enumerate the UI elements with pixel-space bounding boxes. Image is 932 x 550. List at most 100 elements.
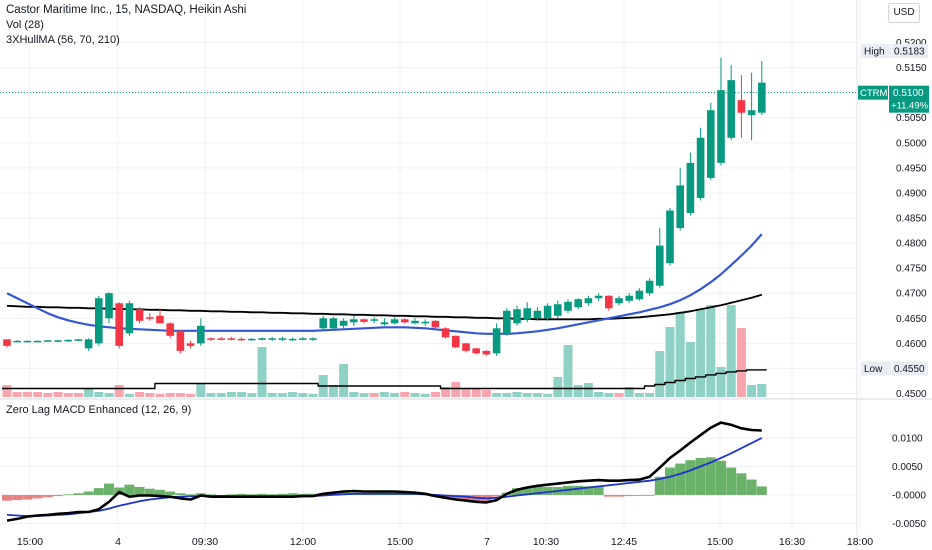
x-tick-label: 12:00 [290, 536, 316, 548]
volume-bar [73, 393, 83, 397]
candle-body [350, 319, 358, 323]
high-label: High [864, 47, 885, 58]
candle-body [564, 301, 572, 311]
candle-body [197, 325, 205, 344]
macd-histogram-bar [246, 494, 257, 496]
candle-body [523, 308, 531, 320]
volume-bar [604, 393, 614, 397]
volume-bar [634, 393, 644, 397]
candle-body [421, 321, 429, 324]
macd-histogram-bar [624, 494, 635, 497]
candle-body [105, 293, 113, 319]
volume-bar [277, 393, 287, 397]
volume-bar [757, 384, 767, 397]
candle-body [390, 319, 399, 324]
macd-histogram-bar [644, 494, 655, 496]
volume-bar [349, 392, 359, 397]
volume-bar [716, 367, 726, 397]
candle-body [758, 82, 766, 113]
macd-histogram-bar [267, 494, 278, 496]
macd-histogram-bar [93, 488, 104, 495]
candle-body [574, 299, 582, 308]
candle-body [288, 338, 297, 341]
x-tick-label: 15:00 [387, 536, 413, 548]
volume-bar [175, 393, 185, 397]
volume-bar [196, 383, 206, 397]
macd-signal-line [6, 437, 763, 517]
volume-bar [645, 393, 655, 397]
volume-bar [328, 385, 338, 397]
candle-body [503, 310, 511, 334]
macd-histogram-bar [573, 485, 584, 495]
candle-body [401, 319, 409, 323]
candle-body [452, 335, 460, 348]
currency-button[interactable]: USD [888, 3, 920, 23]
macd-histogram-bar [175, 493, 186, 495]
axes: 15:00 4 09:30 12:00 15:00 7 10:30 12:45 15:00 16:… [17, 38, 927, 548]
macd-histogram-bar [226, 494, 237, 496]
volume-bar [339, 364, 349, 397]
candle-body [33, 340, 42, 343]
macd-y-tick-label: -0.0000 [892, 490, 926, 501]
candle-body [227, 338, 236, 340]
volume-bar [155, 394, 165, 397]
candle-body [472, 348, 480, 354]
last-price: 0.5100 [893, 88, 924, 99]
volume-bar [696, 309, 706, 397]
candle-body [166, 323, 174, 336]
macd-histogram-bar [22, 494, 33, 500]
volume-bar [369, 393, 379, 397]
macd-histogram-bar [450, 494, 461, 501]
candle-body [696, 137, 705, 198]
y-tick-label: 0.4800 [896, 239, 927, 250]
candle-body [411, 320, 419, 324]
macd-histogram-bar [73, 493, 84, 495]
volume-bar [594, 392, 604, 397]
volume-bar [655, 351, 665, 397]
candle-body [278, 338, 287, 340]
candle-body [707, 110, 715, 178]
candle-body [625, 295, 633, 301]
macd-histogram-bar [461, 494, 471, 501]
macd-histogram-bar [195, 493, 206, 495]
macd-histogram-bar [614, 494, 624, 497]
volume-bar [614, 393, 624, 397]
candle-body [370, 319, 378, 321]
high-value: 0.5183 [894, 47, 925, 58]
candle-body [737, 100, 746, 113]
macd-histogram-bar [206, 494, 216, 496]
high-value-bg [892, 44, 928, 59]
candle-body [441, 328, 450, 338]
candle-body [747, 110, 756, 116]
volume-bar [441, 387, 451, 397]
last-price-badge-bg [889, 85, 929, 113]
candle-body [727, 80, 735, 138]
candle-body [135, 309, 144, 321]
macd-histogram-bar [277, 493, 288, 495]
volume-bar [410, 393, 420, 397]
candle-body [554, 304, 562, 316]
macd-y-tick-label: -0.0050 [892, 519, 926, 530]
volume-bar [257, 347, 267, 397]
y-tick-label: 0.4600 [896, 339, 927, 350]
x-tick-label: 15:00 [17, 536, 43, 548]
volume-bar [135, 392, 145, 397]
x-tick-label: 12:45 [611, 536, 637, 548]
volume-bar [481, 390, 491, 397]
volume-bar [512, 392, 522, 397]
volume-bar [308, 394, 318, 397]
volume-bar [502, 393, 512, 397]
macd-legend: Zero Lag MACD Enhanced (12, 26, 9) [6, 403, 191, 418]
macd-histogram-bar [512, 488, 522, 495]
macd-histogram-bar [695, 457, 706, 495]
volume-bar [522, 393, 532, 397]
x-tick-label: 15:00 [707, 536, 733, 548]
candle-body [594, 295, 603, 299]
x-tick-label: 18:00 [847, 536, 873, 548]
volume-bar [747, 385, 757, 397]
macd-panel [2, 421, 767, 522]
macd-histogram-bar [144, 488, 155, 495]
volume-bar [165, 393, 175, 397]
